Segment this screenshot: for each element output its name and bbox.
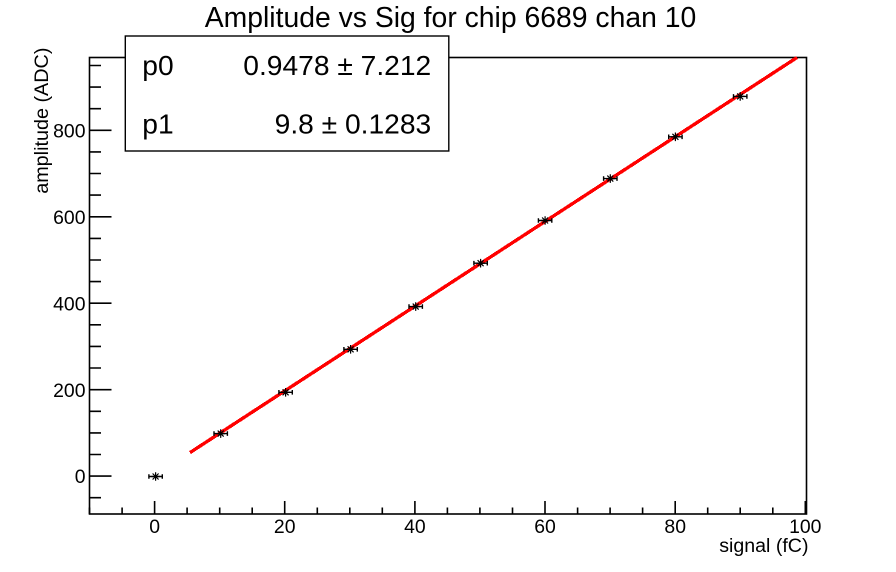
svg-text:signal (fC): signal (fC) <box>719 535 808 557</box>
svg-text:60: 60 <box>534 516 556 538</box>
svg-text:400: 400 <box>53 293 86 315</box>
svg-text:100: 100 <box>789 516 822 538</box>
svg-text:80: 80 <box>664 516 686 538</box>
svg-text:200: 200 <box>53 380 86 402</box>
svg-text:800: 800 <box>53 120 86 142</box>
svg-text:0: 0 <box>149 516 160 538</box>
svg-text:9.8 ± 0.1283: 9.8 ± 0.1283 <box>275 108 432 140</box>
svg-text:0.9478 ± 7.212: 0.9478 ± 7.212 <box>243 49 431 81</box>
svg-text:amplitude (ADC): amplitude (ADC) <box>31 48 53 194</box>
svg-text:p0: p0 <box>142 49 173 81</box>
svg-text:600: 600 <box>53 207 86 229</box>
svg-text:Amplitude vs Sig for chip 6689: Amplitude vs Sig for chip 6689 chan 10 <box>205 2 697 34</box>
svg-text:20: 20 <box>274 516 296 538</box>
svg-text:40: 40 <box>404 516 426 538</box>
svg-text:0: 0 <box>75 466 86 488</box>
svg-text:p1: p1 <box>142 108 173 140</box>
